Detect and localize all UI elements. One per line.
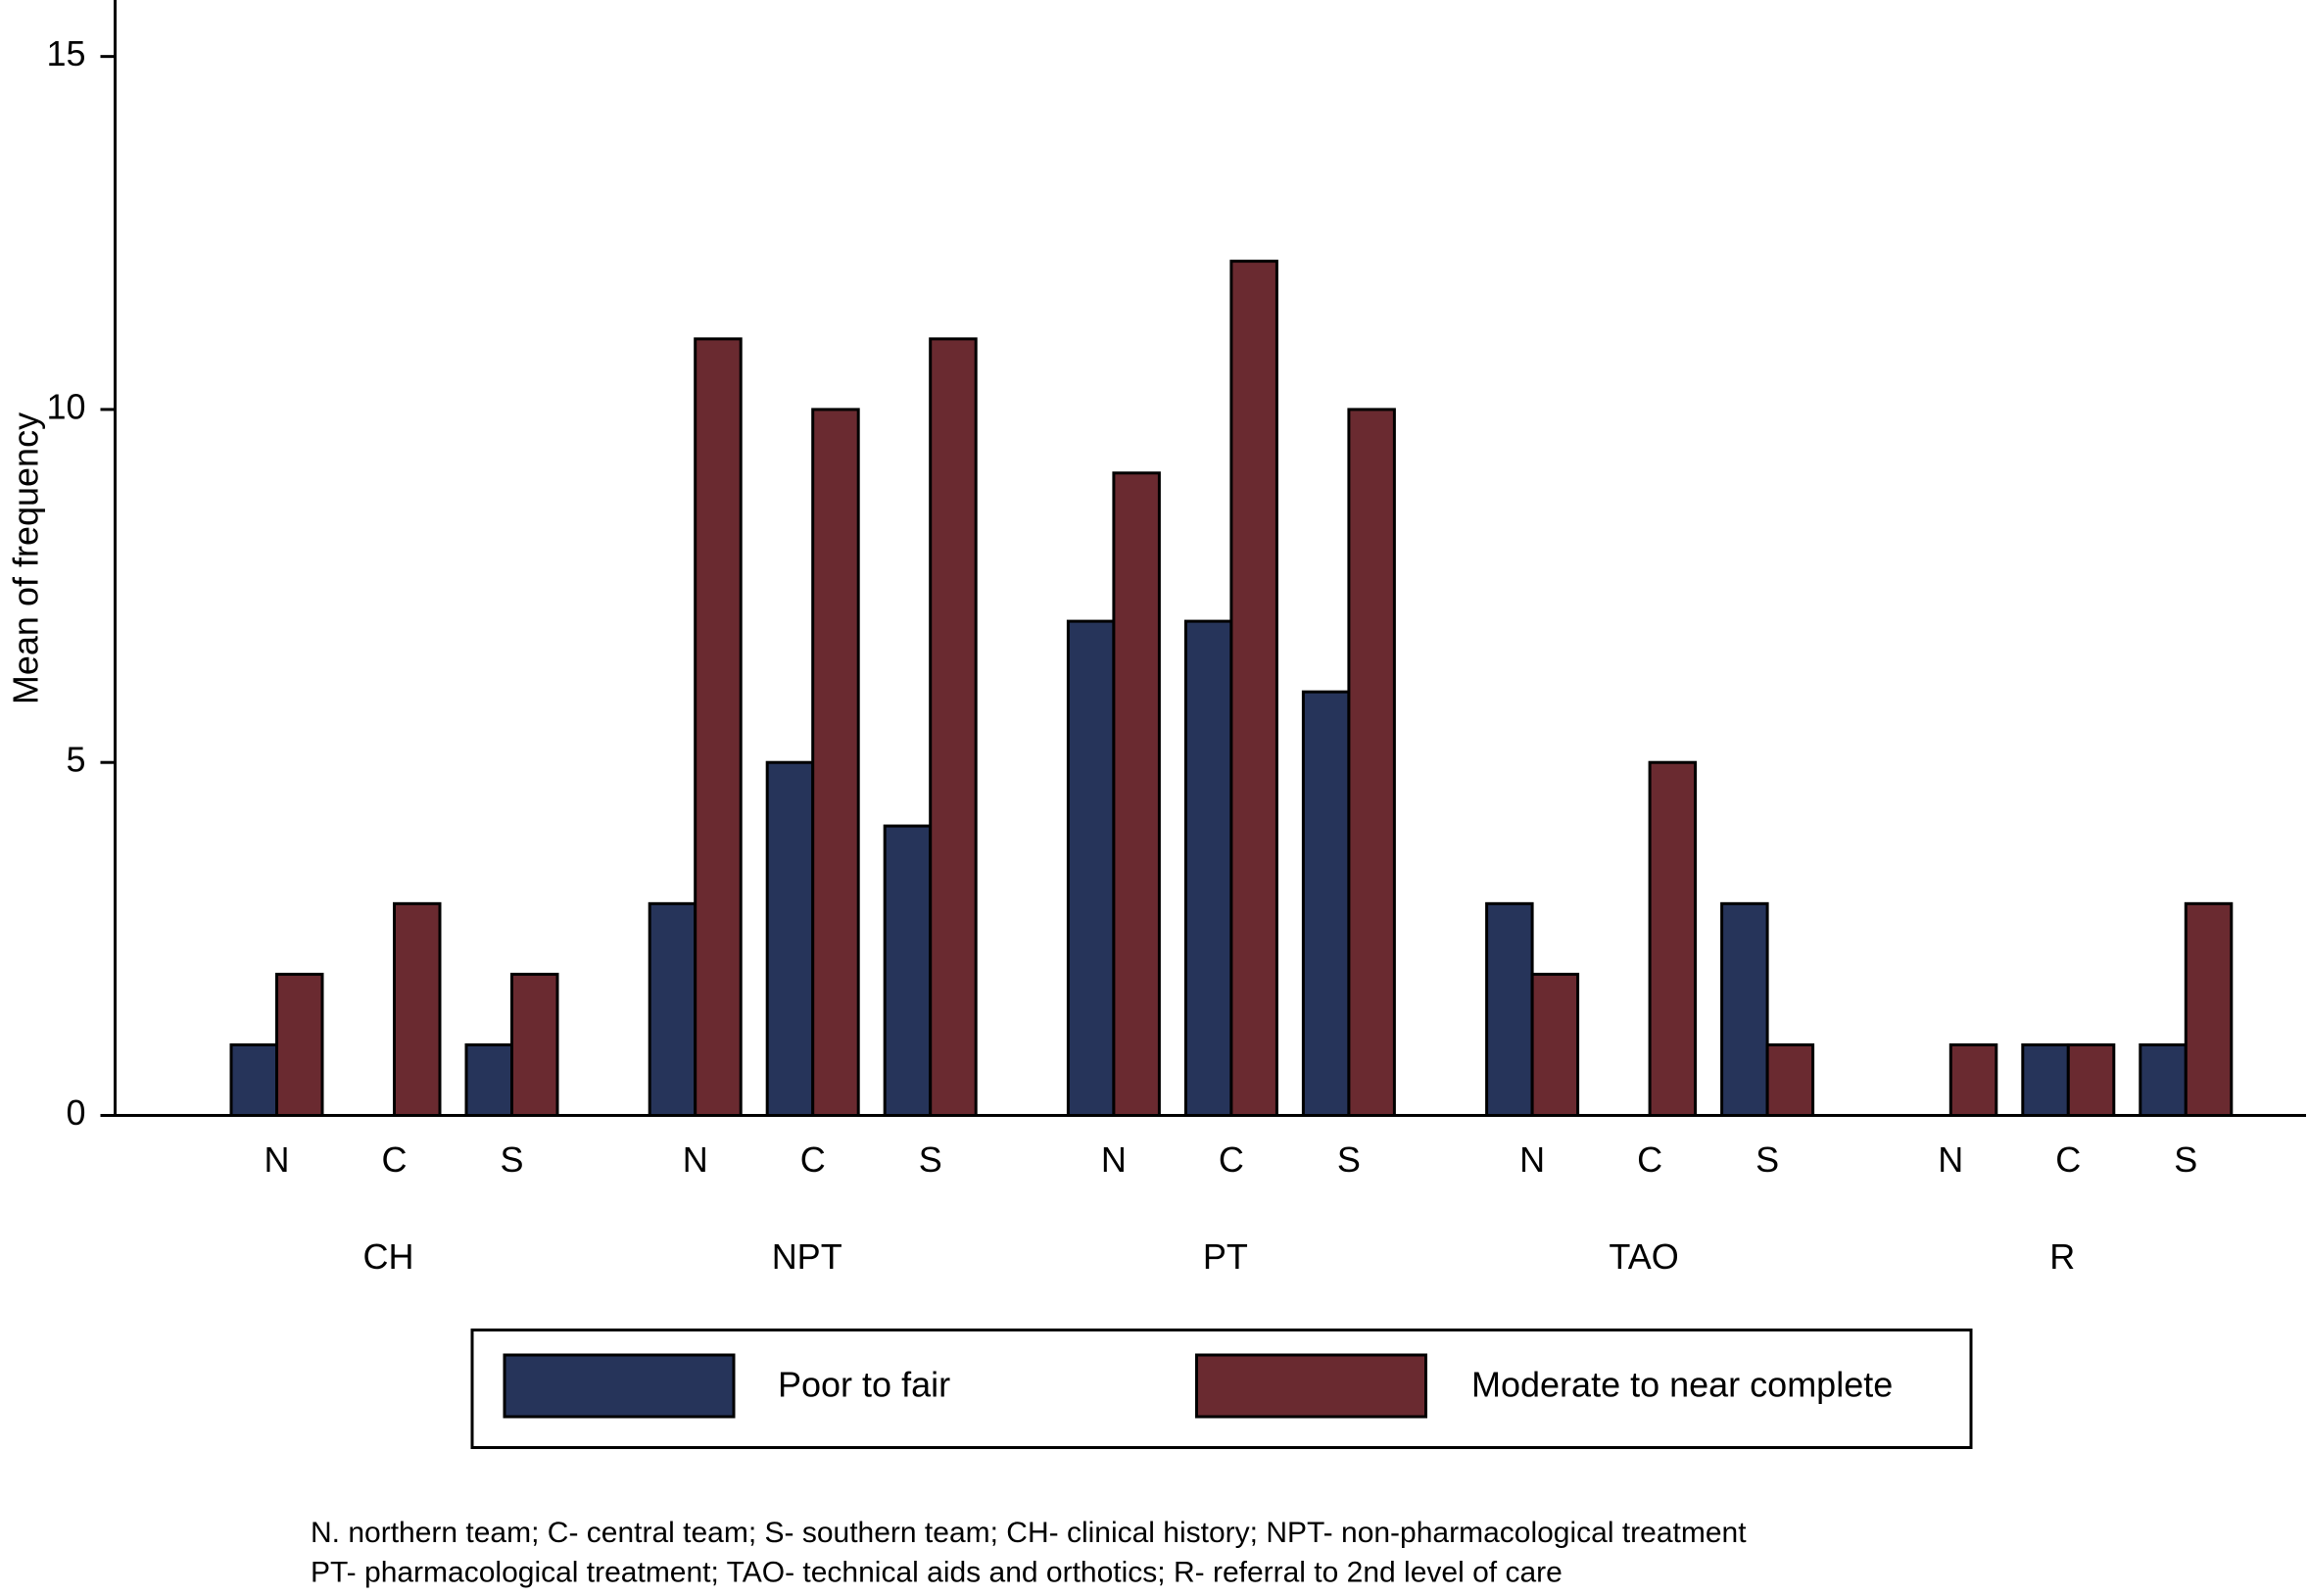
bar: [1765, 1042, 1815, 1118]
group-label: PT: [1203, 1236, 1248, 1277]
bar: [1347, 408, 1396, 1117]
footnote: N. northern team; C- central team; S- so…: [311, 1517, 1747, 1549]
bar: [694, 337, 743, 1117]
bar: [464, 1042, 513, 1118]
x-tick-label: S: [1755, 1139, 1779, 1180]
x-tick-label: S: [2174, 1139, 2197, 1180]
bar: [1648, 760, 1698, 1117]
bar: [765, 760, 815, 1117]
bar: [883, 824, 933, 1118]
x-tick-label: C: [1219, 1139, 1244, 1180]
bar: [1530, 972, 1580, 1118]
bar: [2184, 901, 2234, 1117]
bar: [1948, 1042, 1998, 1118]
bar: [229, 1042, 279, 1118]
bar: [1112, 471, 1161, 1117]
legend-swatch: [503, 1353, 736, 1419]
y-tick-label: 0: [66, 1092, 85, 1133]
x-tick-label: S: [500, 1139, 523, 1180]
bar: [929, 337, 978, 1117]
bar: [393, 901, 442, 1117]
legend-label: Moderate to near complete: [1471, 1365, 1893, 1405]
bar: [1183, 619, 1233, 1117]
y-axis-label: Mean of frequency: [6, 412, 46, 704]
y-tick-label: 5: [66, 740, 85, 780]
legend-box: [470, 1329, 1973, 1449]
bar: [275, 972, 324, 1118]
x-tick-label: S: [919, 1139, 942, 1180]
bar: [1485, 901, 1534, 1117]
legend-label: Poor to fair: [778, 1365, 950, 1405]
group-label: CH: [363, 1236, 414, 1277]
bar: [648, 901, 697, 1117]
x-tick-label: N: [1938, 1139, 1963, 1180]
x-tick-label: N: [264, 1139, 290, 1180]
bar: [2139, 1042, 2188, 1118]
legend-swatch: [1195, 1353, 1427, 1419]
bar: [510, 972, 559, 1118]
bar: [1229, 260, 1278, 1118]
bar: [1720, 901, 1769, 1117]
group-label: TAO: [1609, 1236, 1678, 1277]
bar: [2021, 1042, 2070, 1118]
group-label: R: [2049, 1236, 2075, 1277]
y-tick-label: 10: [46, 386, 85, 426]
x-tick-label: N: [1519, 1139, 1545, 1180]
x-tick-label: S: [1337, 1139, 1361, 1180]
x-tick-label: C: [800, 1139, 826, 1180]
bar: [1301, 690, 1351, 1117]
footnote: PT- pharmacological treatment; TAO- tech…: [311, 1556, 1563, 1588]
x-tick-label: C: [1637, 1139, 1662, 1180]
x-tick-label: N: [683, 1139, 708, 1180]
x-tick-label: C: [382, 1139, 408, 1180]
x-tick-label: C: [2055, 1139, 2081, 1180]
bar: [811, 408, 860, 1117]
group-label: NPT: [772, 1236, 842, 1277]
y-tick-label: 15: [46, 33, 85, 73]
x-tick-label: N: [1101, 1139, 1127, 1180]
bar: [1066, 619, 1116, 1117]
bar: [2066, 1042, 2116, 1118]
